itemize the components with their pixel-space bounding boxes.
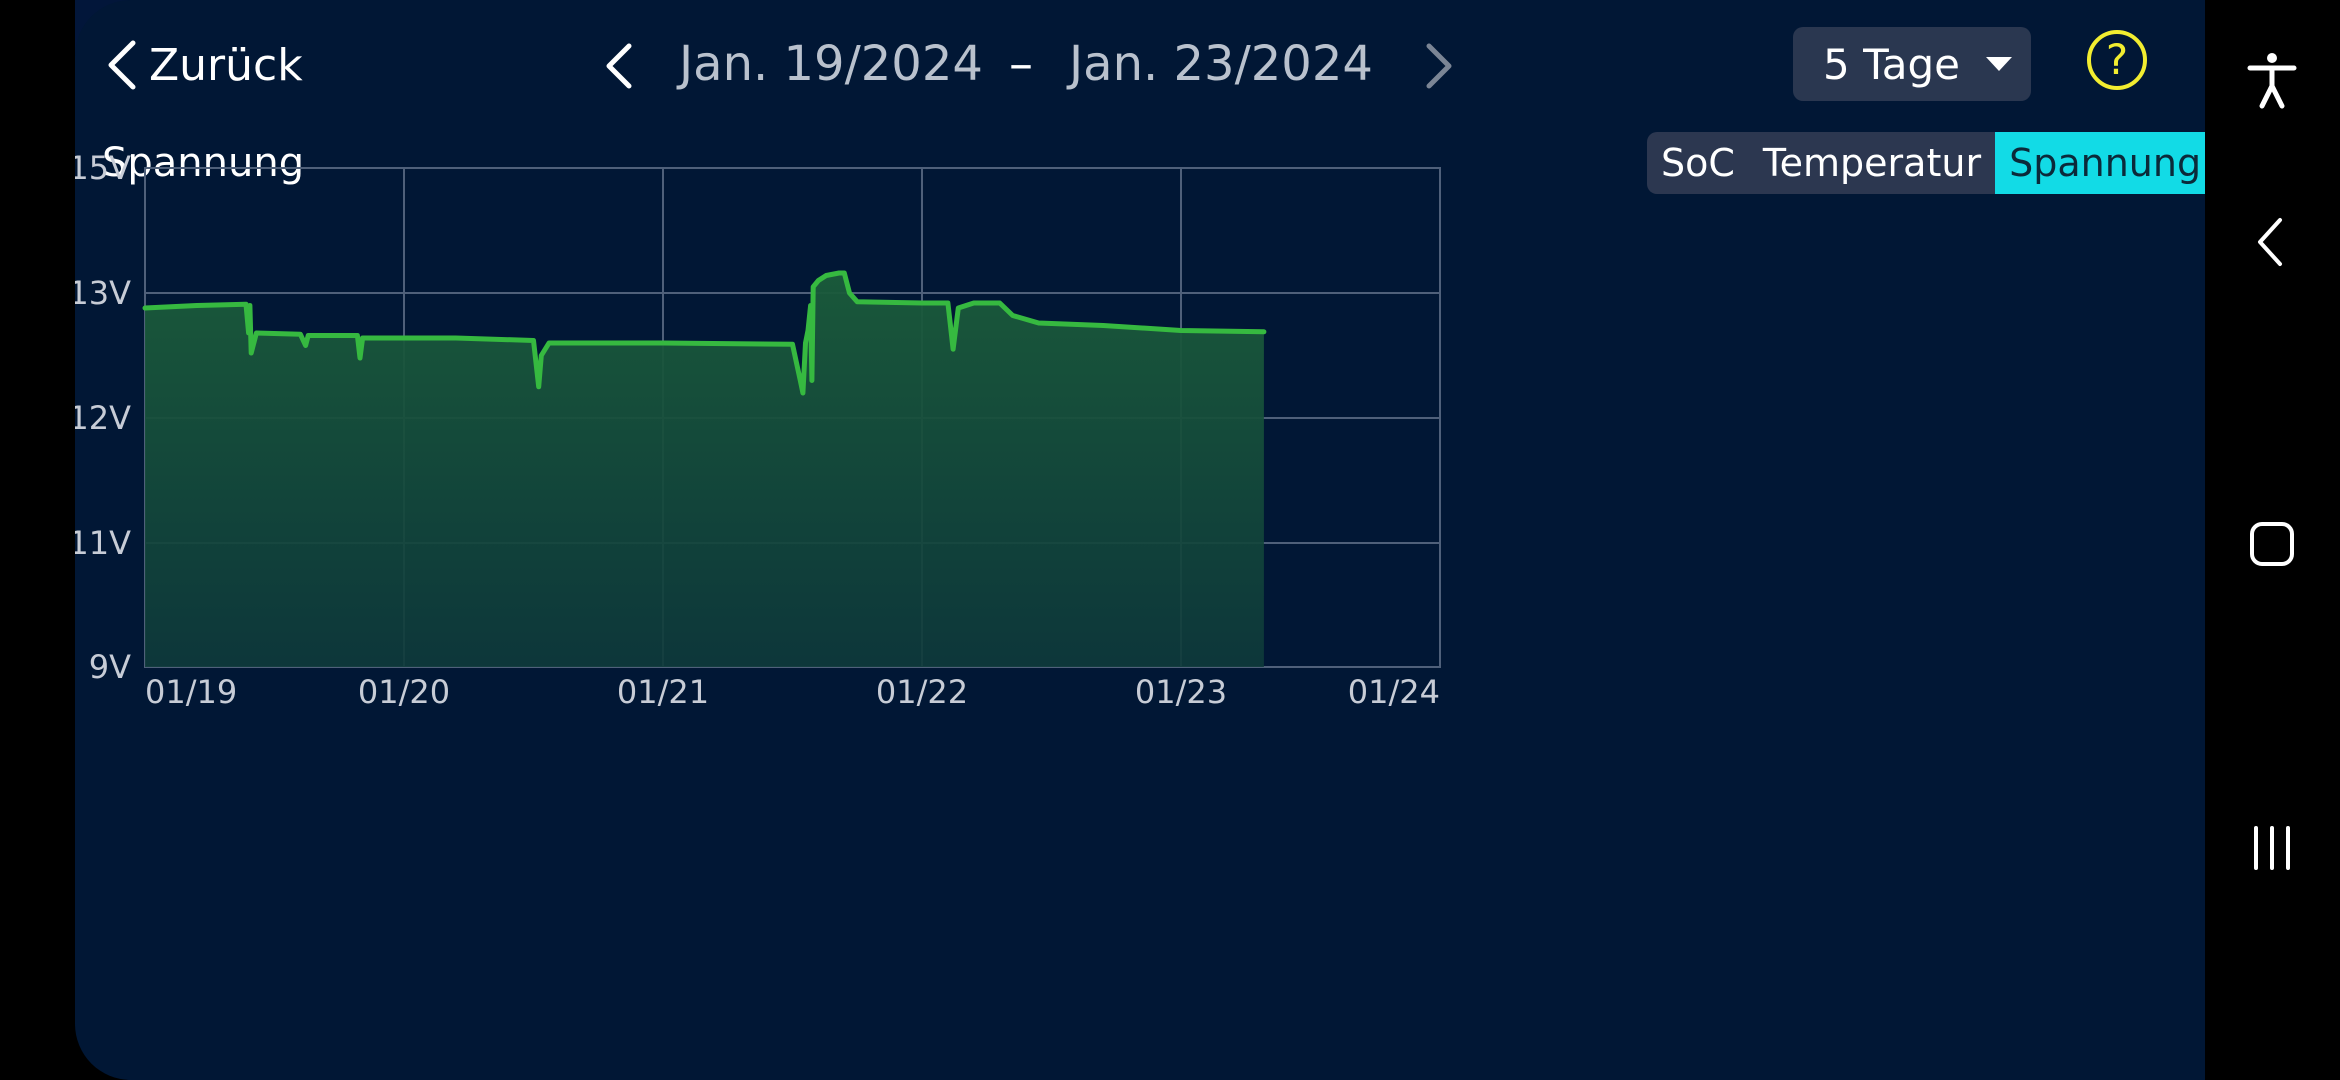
x-tick-label: 01/19	[145, 673, 237, 711]
device-screen: Zurück Jan. 19/2024 – Jan. 23/2024 5 Tag…	[75, 0, 2216, 1080]
app-panel: Zurück Jan. 19/2024 – Jan. 23/2024 5 Tag…	[75, 0, 2216, 1080]
tab-spannung[interactable]: Spannung	[1995, 132, 2216, 194]
next-period-button[interactable]	[1413, 38, 1463, 94]
y-tick-label: 12V	[75, 399, 131, 437]
accessibility-icon[interactable]	[2240, 48, 2304, 112]
date-separator: –	[1009, 36, 1033, 92]
range-select-value: 5 Tage	[1823, 39, 1961, 89]
range-select[interactable]: 5 Tage	[1793, 27, 2031, 101]
start-date: Jan. 19/2024	[679, 36, 983, 92]
help-button[interactable]: ?	[2087, 30, 2147, 90]
x-tick-label: 01/22	[876, 673, 968, 711]
y-tick-label: 11V	[75, 524, 131, 562]
back-button[interactable]: Zurück	[101, 30, 303, 100]
metric-tabs: SoC Temperatur Spannung	[1647, 132, 2216, 194]
question-mark-icon: ?	[2105, 35, 2129, 84]
chart-title: Spannung	[102, 140, 305, 186]
voltage-area	[145, 273, 1264, 667]
back-label: Zurück	[149, 39, 303, 91]
recents-nav-icon[interactable]	[2240, 816, 2304, 880]
end-date: Jan. 23/2024	[1069, 36, 1373, 92]
caret-down-icon	[1986, 57, 2013, 71]
voltage-line	[142, 270, 1267, 396]
x-tick-label: 01/24	[1348, 673, 1440, 711]
tab-temperatur[interactable]: Temperatur	[1762, 141, 1982, 185]
system-navigation-bar	[2205, 0, 2340, 1080]
home-nav-icon[interactable]	[2240, 512, 2304, 576]
x-tick-label: 01/23	[1135, 673, 1227, 711]
previous-period-button[interactable]	[595, 38, 645, 94]
x-tick-label: 01/20	[358, 673, 450, 711]
voltage-chart: 15V 13V 12V 11V 9V 01/19 01/20 01/21 01/22 01/23 0…	[75, 149, 1441, 711]
y-tick-label: 15V	[75, 149, 131, 187]
y-tick-label: 13V	[75, 274, 131, 312]
back-nav-icon[interactable]	[2240, 210, 2304, 274]
x-tick-label: 01/21	[617, 673, 709, 711]
chevron-left-icon	[108, 40, 136, 90]
tab-soc[interactable]: SoC	[1661, 141, 1735, 185]
y-tick-label: 9V	[89, 648, 131, 686]
